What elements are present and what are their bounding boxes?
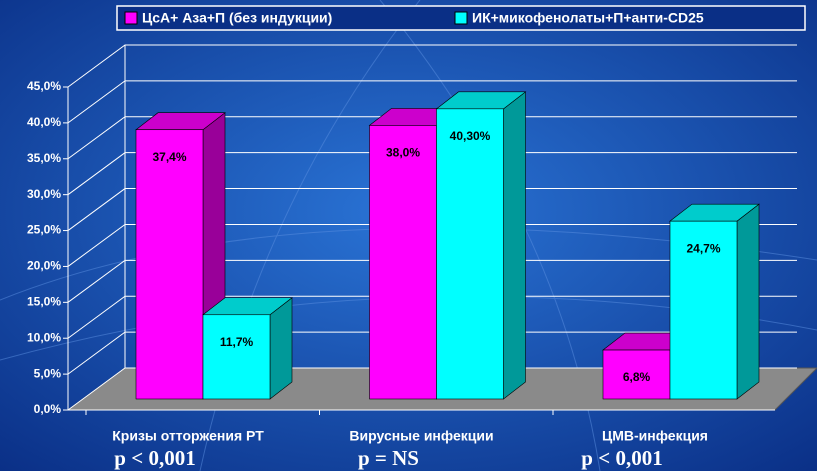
bar-side bbox=[736, 203, 760, 400]
bar bbox=[602, 349, 671, 400]
y-tick-label: 20,0% bbox=[27, 259, 61, 273]
y-tick-label: 40,0% bbox=[27, 115, 61, 129]
y-tick-label: 10,0% bbox=[27, 330, 61, 344]
y-tick-label: 0,0% bbox=[34, 402, 62, 416]
legend-label: ИК+микофенолаты+П+анти-CD25 bbox=[472, 10, 704, 26]
legend-swatch bbox=[454, 11, 468, 25]
value-label: 24,7% bbox=[686, 241, 720, 255]
value-label: 11,7% bbox=[220, 335, 254, 349]
bar-side bbox=[269, 297, 293, 400]
legend-label: ЦсА+ Аза+П (без индукции) bbox=[142, 10, 332, 26]
annotation: p < 0,001 bbox=[581, 446, 662, 470]
annotation: p < 0,001 bbox=[114, 446, 195, 470]
value-label: 40,30% bbox=[450, 129, 491, 143]
bar bbox=[369, 125, 437, 400]
y-tick-label: 15,0% bbox=[27, 295, 61, 309]
annotation: p = NS bbox=[358, 446, 419, 470]
y-tick-label: 35,0% bbox=[27, 151, 61, 165]
y-tick-label: 30,0% bbox=[27, 187, 61, 201]
legend-swatch bbox=[124, 11, 138, 25]
bar bbox=[135, 129, 204, 400]
bar bbox=[202, 314, 271, 400]
bar bbox=[669, 220, 738, 400]
x-tick-label: Кризы отторжения РТ bbox=[112, 428, 264, 444]
x-tick-label: ЦМВ-инфекция bbox=[602, 428, 708, 444]
bar-side bbox=[503, 91, 526, 400]
y-tick-label: 45,0% bbox=[27, 79, 61, 93]
bar bbox=[436, 108, 504, 400]
y-tick-label: 5,0% bbox=[34, 366, 62, 380]
y-tick-label: 25,0% bbox=[27, 223, 61, 237]
value-label: 38,0% bbox=[386, 146, 420, 160]
x-tick-label: Вирусные инфекции bbox=[349, 428, 493, 444]
value-label: 6,8% bbox=[623, 370, 651, 384]
value-label: 37,4% bbox=[152, 150, 186, 164]
